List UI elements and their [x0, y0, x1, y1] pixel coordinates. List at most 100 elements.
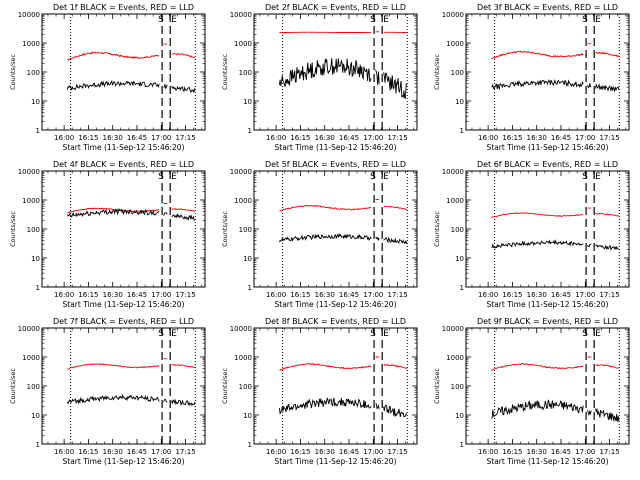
flare-start-marker: S [582, 329, 588, 339]
x-tick-label: 16:00 [54, 134, 74, 142]
x-axis-label: Start Time (11-Sep-12 15:46:20) [275, 457, 397, 466]
x-tick-label: 16:30 [527, 448, 547, 456]
x-tick-label: 16:00 [266, 291, 286, 299]
x-tick-label: 17:00 [575, 134, 595, 142]
series-line-red [67, 358, 195, 370]
flare-start-marker: S [370, 15, 376, 25]
series-line-red [279, 356, 408, 371]
y-tick-label: 1 [460, 127, 464, 135]
y-tick-label: 10 [243, 412, 252, 420]
series-line-black [66, 80, 196, 93]
flare-start-marker: S [370, 172, 376, 182]
x-axis-label: Start Time (11-Sep-12 15:46:20) [487, 300, 609, 309]
x-tick-label: 16:00 [54, 448, 74, 456]
y-axis-label: Counts/sec [433, 211, 441, 247]
y-tick-label: 10 [455, 412, 464, 420]
chart-panel-8: Det 8f BLACK = Events, RED = LLD 1 10 100 10… [221, 317, 418, 466]
series-line-red [491, 207, 620, 219]
x-tick-label: 16:00 [266, 448, 286, 456]
chart-panel-3: Det 3f BLACK = Events, RED = LLD 1 10 100 10… [433, 3, 630, 152]
y-tick-label: 10 [31, 412, 40, 420]
y-tick-label: 10000 [442, 168, 464, 176]
y-axis-label: Counts/sec [221, 54, 229, 90]
y-tick-label: 1000 [234, 354, 252, 362]
y-tick-label: 10 [243, 98, 252, 106]
y-tick-label: 10000 [18, 11, 40, 19]
y-tick-label: 10 [455, 98, 464, 106]
x-axis-label: Start Time (11-Sep-12 15:46:20) [63, 300, 185, 309]
flare-end-marker: E [595, 15, 601, 25]
x-tick-label: 16:15 [502, 291, 522, 299]
x-tick-label: 17:15 [599, 448, 619, 456]
y-tick-label: 1000 [446, 40, 464, 48]
x-tick-label: 16:30 [527, 291, 547, 299]
chart-panel-7: Det 7f BLACK = Events, RED = LLD 1 10 100 10… [9, 317, 206, 466]
y-tick-label: 1000 [446, 354, 464, 362]
x-tick-label: 16:45 [339, 134, 359, 142]
series-line-black [279, 232, 408, 245]
chart-title: Det 4f BLACK = Events, RED = LLD [53, 160, 194, 169]
series-line-black [66, 207, 196, 221]
y-tick-label: 10000 [230, 168, 252, 176]
x-tick-label: 17:00 [363, 448, 383, 456]
x-axis-label: Start Time (11-Sep-12 15:46:20) [63, 143, 185, 152]
y-tick-label: 10000 [18, 325, 40, 333]
flare-start-marker: S [158, 172, 164, 182]
y-tick-label: 10 [455, 255, 464, 263]
series-line-red [491, 43, 620, 60]
chart-title: Det 2f BLACK = Events, RED = LLD [265, 3, 406, 12]
series-line-red [279, 198, 408, 212]
plot-frame [41, 170, 206, 288]
x-tick-label: 16:45 [551, 448, 571, 456]
y-tick-label: 1000 [234, 197, 252, 205]
y-axis-label: Counts/sec [433, 54, 441, 90]
chart-panel-2: Det 2f BLACK = Events, RED = LLD 1 10 100 10… [221, 3, 418, 152]
chart-title: Det 9f BLACK = Events, RED = LLD [477, 317, 618, 326]
x-tick-label: 16:30 [527, 134, 547, 142]
y-tick-label: 100 [239, 383, 252, 391]
series-line-red [67, 43, 196, 61]
y-tick-label: 1 [460, 284, 464, 292]
flare-end-marker: E [383, 329, 389, 339]
y-axis-label: Counts/sec [9, 211, 17, 247]
flare-start-marker: S [158, 329, 164, 339]
series-line-red [67, 203, 196, 214]
flare-start-marker: S [582, 172, 588, 182]
x-tick-label: 16:15 [290, 291, 310, 299]
x-tick-label: 17:00 [151, 134, 171, 142]
y-axis-label: Counts/sec [221, 368, 229, 404]
chart-panel-4: Det 4f BLACK = Events, RED = LLD 1 10 100 10… [9, 160, 206, 309]
x-tick-label: 16:45 [339, 448, 359, 456]
y-tick-label: 1 [36, 127, 40, 135]
x-tick-label: 16:00 [478, 448, 498, 456]
flare-end-marker: E [171, 15, 177, 25]
x-tick-label: 16:45 [551, 134, 571, 142]
y-tick-label: 100 [27, 69, 40, 77]
y-tick-label: 100 [239, 69, 252, 77]
plot-frame [465, 170, 630, 288]
x-axis-label: Start Time (11-Sep-12 15:46:20) [487, 143, 609, 152]
y-tick-label: 10 [31, 255, 40, 263]
x-axis-label: Start Time (11-Sep-12 15:46:20) [275, 143, 397, 152]
y-axis-label: Counts/sec [9, 368, 17, 404]
x-tick-label: 16:15 [78, 448, 98, 456]
x-tick-label: 16:30 [315, 291, 335, 299]
y-tick-label: 100 [451, 383, 464, 391]
x-tick-label: 17:15 [175, 291, 195, 299]
y-tick-label: 100 [451, 226, 464, 234]
y-tick-label: 1 [248, 127, 252, 135]
y-tick-label: 1 [460, 441, 464, 449]
chart-panel-9: Det 9f BLACK = Events, RED = LLD 1 10 100 10… [433, 317, 630, 466]
chart-panel-5: Det 5f BLACK = Events, RED = LLD 1 10 100 10… [221, 160, 418, 309]
x-tick-label: 17:00 [151, 448, 171, 456]
flare-end-marker: E [595, 172, 601, 182]
plot-frame [253, 170, 418, 288]
flare-end-marker: E [383, 172, 389, 182]
x-tick-label: 16:00 [478, 134, 498, 142]
chart-title: Det 1f BLACK = Events, RED = LLD [53, 3, 194, 12]
flare-end-marker: E [595, 329, 601, 339]
x-tick-label: 16:30 [103, 448, 123, 456]
x-tick-label: 16:15 [502, 448, 522, 456]
y-tick-label: 1 [248, 284, 252, 292]
y-tick-label: 1000 [446, 197, 464, 205]
